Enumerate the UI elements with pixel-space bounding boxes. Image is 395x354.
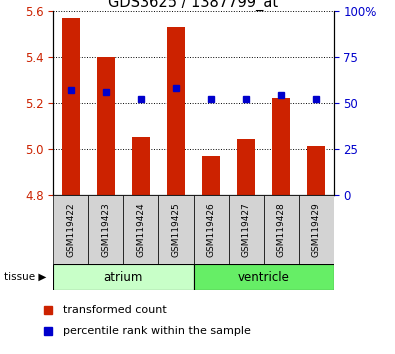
Bar xyxy=(229,195,263,264)
Bar xyxy=(132,137,150,195)
Text: GSM119422: GSM119422 xyxy=(66,202,75,257)
Bar xyxy=(307,147,325,195)
Bar xyxy=(123,195,158,264)
Bar xyxy=(273,98,290,195)
Text: GSM119423: GSM119423 xyxy=(102,202,111,257)
Bar xyxy=(167,27,185,195)
Bar xyxy=(53,195,88,264)
Text: tissue ▶: tissue ▶ xyxy=(4,272,46,282)
Bar xyxy=(299,195,334,264)
Bar xyxy=(194,264,334,290)
Text: GSM119424: GSM119424 xyxy=(136,202,145,257)
Text: ventricle: ventricle xyxy=(238,270,290,284)
Text: GSM119429: GSM119429 xyxy=(312,202,321,257)
Bar xyxy=(158,195,194,264)
Bar xyxy=(237,139,255,195)
Text: atrium: atrium xyxy=(104,270,143,284)
Text: percentile rank within the sample: percentile rank within the sample xyxy=(64,326,251,336)
Title: GDS3625 / 1387799_at: GDS3625 / 1387799_at xyxy=(109,0,278,11)
Bar xyxy=(53,264,194,290)
Text: transformed count: transformed count xyxy=(64,305,167,315)
Text: GSM119426: GSM119426 xyxy=(207,202,216,257)
Bar xyxy=(264,195,299,264)
Bar xyxy=(202,156,220,195)
Bar xyxy=(88,195,123,264)
Text: GSM119427: GSM119427 xyxy=(242,202,251,257)
Bar xyxy=(97,57,115,195)
Bar xyxy=(194,195,229,264)
Bar xyxy=(62,17,80,195)
Text: GSM119425: GSM119425 xyxy=(171,202,181,257)
Text: GSM119428: GSM119428 xyxy=(276,202,286,257)
